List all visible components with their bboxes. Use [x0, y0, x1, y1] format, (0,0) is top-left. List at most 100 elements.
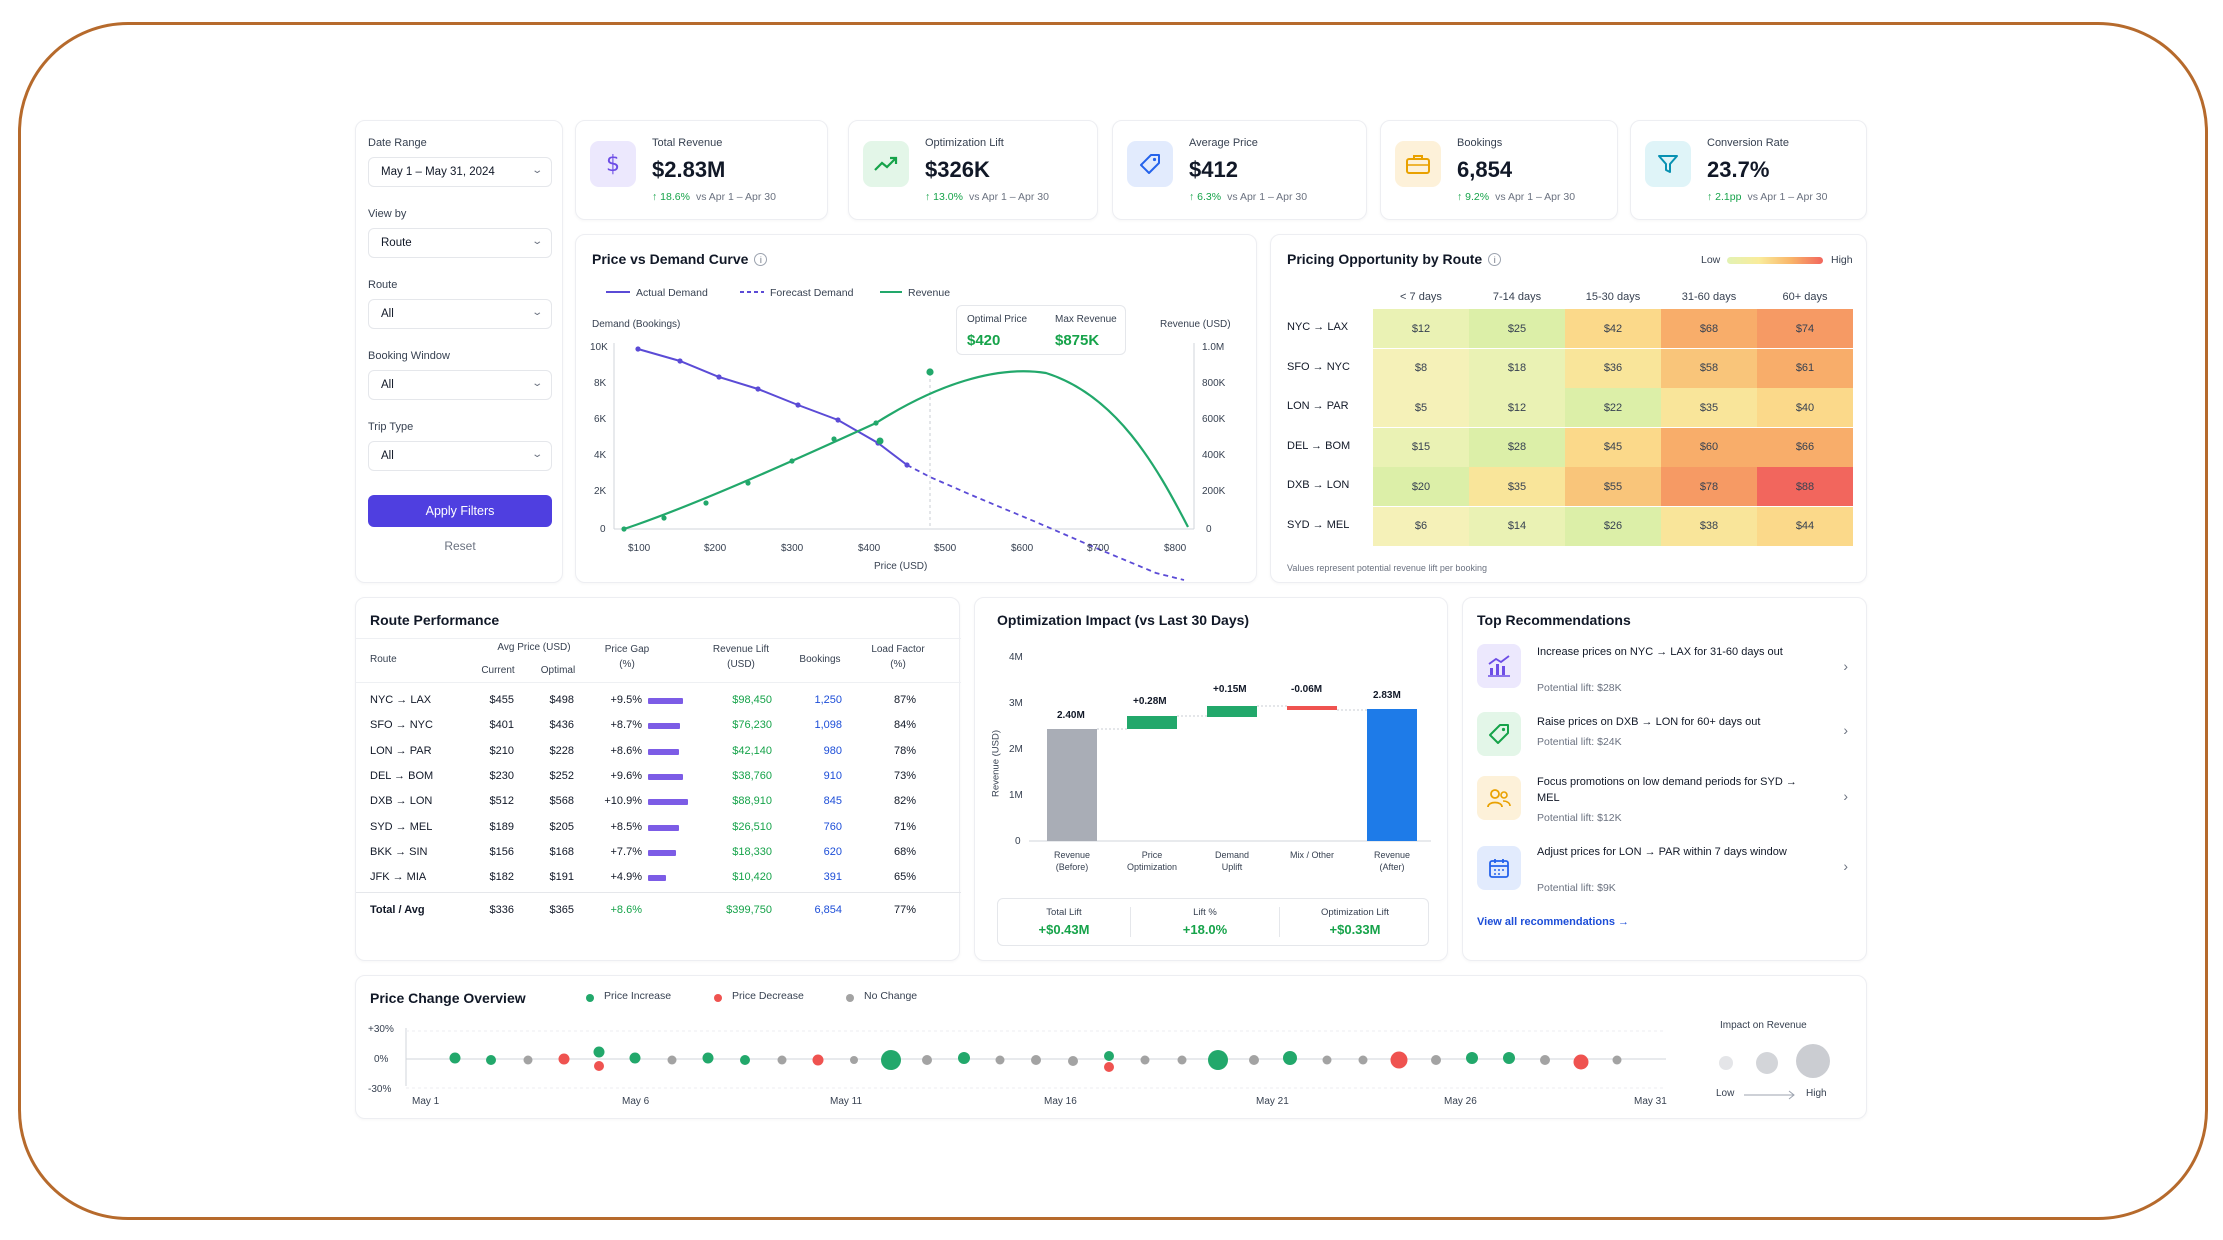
max-revenue-value: $875K	[1055, 332, 1100, 349]
funnel-icon	[1645, 141, 1691, 187]
forecast-point	[904, 462, 910, 468]
heatmap-cell[interactable]: $61	[1757, 348, 1853, 388]
chevron-right-icon[interactable]: ›	[1843, 858, 1848, 874]
heatmap-cell[interactable]: $38	[1661, 506, 1757, 546]
no-change-point[interactable]	[1431, 1055, 1441, 1065]
heatmap-cell[interactable]: $18	[1469, 348, 1565, 388]
heatmap-cell[interactable]: $58	[1661, 348, 1757, 388]
heatmap-cell[interactable]: $14	[1469, 506, 1565, 546]
no-change-point[interactable]	[777, 1055, 787, 1065]
no-change-point[interactable]	[1031, 1055, 1041, 1065]
heatmap-cell[interactable]: $40	[1757, 388, 1853, 427]
heatmap-cell[interactable]: $28	[1469, 427, 1565, 467]
price-increase-point[interactable]	[1503, 1052, 1515, 1064]
heatmap-cell[interactable]: $6	[1373, 506, 1469, 546]
table-cell-optimal: $568	[549, 795, 574, 808]
no-change-point[interactable]	[667, 1055, 677, 1065]
price-increase-point[interactable]	[1466, 1052, 1478, 1064]
heatmap-cell[interactable]: $88	[1757, 467, 1853, 506]
heatmap-cell[interactable]: $36	[1565, 348, 1661, 388]
no-change-point[interactable]	[1540, 1055, 1550, 1065]
table-cell-lift: $88,910	[732, 795, 772, 808]
x-tick: $300	[781, 543, 804, 554]
recommendation-item[interactable]: Raise prices on DXB → LON for 60+ days o…	[1463, 712, 1868, 768]
price-decrease-point[interactable]	[1390, 1051, 1408, 1069]
no-change-point[interactable]	[523, 1055, 533, 1065]
heatmap-cell[interactable]: $55	[1565, 467, 1661, 506]
heatmap-cell[interactable]: $35	[1469, 467, 1565, 506]
right-tick: 1.0M	[1202, 342, 1225, 353]
price-increase-point[interactable]	[881, 1050, 901, 1070]
heatmap-cell[interactable]: $25	[1469, 309, 1565, 348]
bar-value-label: 2.40M	[1057, 710, 1085, 721]
reset-button[interactable]: Reset	[444, 539, 476, 553]
category-label: Revenue (After)	[1373, 850, 1411, 872]
heatmap-cell[interactable]: $20	[1373, 467, 1469, 506]
left-tick: 0	[600, 524, 606, 535]
no-change-point[interactable]	[1249, 1055, 1259, 1065]
heatmap-cell[interactable]: $35	[1661, 388, 1757, 427]
no-change-point[interactable]	[1068, 1056, 1078, 1066]
chevron-right-icon[interactable]: ›	[1843, 788, 1848, 804]
demand-curve-chart	[613, 343, 1195, 581]
price-increase-point[interactable]	[486, 1055, 496, 1065]
recommendation-item[interactable]: Adjust prices for LON → PAR within 7 day…	[1463, 842, 1868, 908]
heatmap-cell[interactable]: $74	[1757, 309, 1853, 348]
price-decrease-point[interactable]	[812, 1054, 824, 1066]
category-label: Demand Uplift	[1214, 850, 1250, 872]
route-select[interactable]: All ⌄	[368, 299, 552, 329]
no-change-point[interactable]	[1612, 1055, 1622, 1065]
no-change-point[interactable]	[850, 1056, 858, 1064]
no-change-point[interactable]	[1140, 1055, 1150, 1065]
no-change-point[interactable]	[1322, 1055, 1332, 1065]
heatmap-cell[interactable]: $45	[1565, 427, 1661, 467]
view-by-select[interactable]: Route ⌄	[368, 228, 552, 258]
no-change-point[interactable]	[1358, 1055, 1368, 1065]
heatmap-cell[interactable]: $60	[1661, 427, 1757, 467]
recommendation-item[interactable]: Increase prices on NYC → LAX for 31-60 d…	[1463, 642, 1868, 708]
heatmap-cell[interactable]: $42	[1565, 309, 1661, 348]
no-change-point[interactable]	[922, 1055, 932, 1065]
price-increase-point[interactable]	[702, 1052, 714, 1064]
info-icon[interactable]: i	[754, 253, 768, 266]
heatmap-cell[interactable]: $5	[1373, 388, 1469, 427]
date-range-select[interactable]: May 1 – May 31, 2024 ⌄	[368, 157, 552, 187]
recommendation-text: Increase prices on NYC → LAX for 31-60 d…	[1537, 646, 1783, 658]
view-all-recommendations-link[interactable]: View all recommendations →	[1477, 916, 1630, 928]
heatmap-cell[interactable]: $26	[1565, 506, 1661, 546]
price-decrease-point[interactable]	[1573, 1054, 1589, 1070]
no-change-point[interactable]	[1177, 1055, 1187, 1065]
heatmap-cell[interactable]: $15	[1373, 427, 1469, 467]
price-increase-point[interactable]	[1283, 1051, 1297, 1065]
price-increase-point[interactable]	[593, 1046, 605, 1058]
heatmap-cell[interactable]: $8	[1373, 348, 1469, 388]
price-decrease-point[interactable]	[1104, 1062, 1114, 1072]
heatmap-cell[interactable]: $68	[1661, 309, 1757, 348]
heatmap-cell[interactable]: $22	[1565, 388, 1661, 427]
apply-filters-button[interactable]: Apply Filters	[368, 495, 552, 527]
legend-dot-decrease	[714, 994, 722, 1002]
price-increase-point[interactable]	[1208, 1050, 1228, 1070]
price-increase-point[interactable]	[958, 1052, 970, 1064]
heatmap-cell[interactable]: $66	[1757, 427, 1853, 467]
impact-summary-box: Total Lift +$0.43M Lift % +18.0% Optimiz…	[997, 898, 1429, 946]
heatmap-cell[interactable]: $12	[1373, 309, 1469, 348]
chevron-right-icon[interactable]: ›	[1843, 658, 1848, 674]
info-icon[interactable]: i	[1488, 253, 1502, 266]
booking-window-select[interactable]: All ⌄	[368, 370, 552, 400]
price-increase-point[interactable]	[629, 1052, 641, 1064]
recommendation-item[interactable]: Focus promotions on low demand periods f…	[1463, 772, 1868, 838]
heatmap-cell[interactable]: $78	[1661, 467, 1757, 506]
trip-type-select[interactable]: All ⌄	[368, 441, 552, 471]
price-increase-point[interactable]	[449, 1052, 461, 1064]
price-increase-point[interactable]	[740, 1055, 750, 1065]
price-increase-point[interactable]	[1104, 1051, 1114, 1061]
price-decrease-point[interactable]	[558, 1053, 570, 1065]
price-decrease-point[interactable]	[594, 1061, 604, 1071]
bar-value-label: +0.15M	[1213, 684, 1247, 695]
heatmap-cell[interactable]: $12	[1469, 388, 1565, 427]
no-change-point[interactable]	[995, 1055, 1005, 1065]
chevron-right-icon[interactable]: ›	[1843, 722, 1848, 738]
heatmap-cell[interactable]: $44	[1757, 506, 1853, 546]
price-gap-bar	[648, 849, 676, 856]
